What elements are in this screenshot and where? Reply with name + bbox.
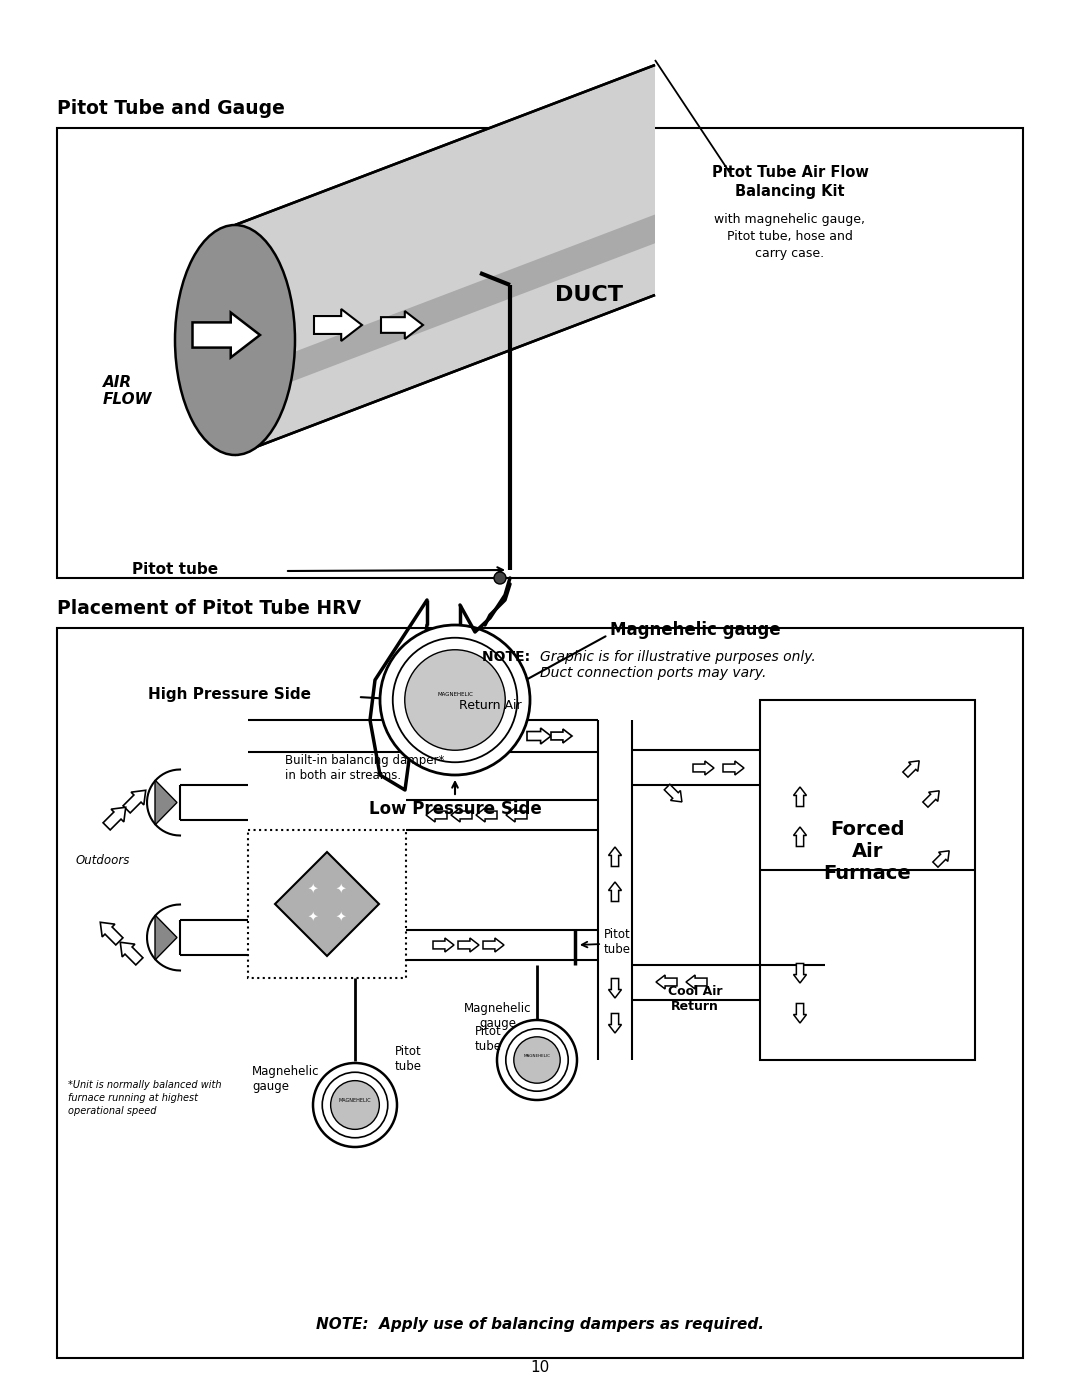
Circle shape [405, 650, 505, 750]
Text: Pitot
tube: Pitot tube [474, 1025, 501, 1053]
Text: NOTE:  Apply use of balancing dampers as required.: NOTE: Apply use of balancing dampers as … [316, 1317, 764, 1333]
Polygon shape [903, 761, 919, 777]
Polygon shape [794, 1003, 807, 1023]
Circle shape [313, 1063, 397, 1147]
Polygon shape [507, 807, 527, 821]
Circle shape [514, 1037, 561, 1083]
Text: Pitot tube: Pitot tube [132, 563, 218, 577]
Text: Return Air: Return Air [459, 698, 522, 712]
Polygon shape [656, 975, 677, 989]
Text: NOTE:: NOTE: [482, 650, 540, 664]
Text: Pitot Tube and Gauge: Pitot Tube and Gauge [57, 99, 285, 117]
Polygon shape [527, 728, 551, 745]
Polygon shape [608, 882, 621, 901]
Polygon shape [483, 937, 504, 951]
Polygon shape [476, 807, 497, 821]
Polygon shape [794, 787, 807, 806]
Text: Cool Air
Return: Cool Air Return [667, 985, 723, 1013]
Polygon shape [120, 942, 143, 965]
Text: ✦: ✦ [336, 883, 347, 897]
Bar [57, 129, 1023, 578]
Polygon shape [664, 784, 681, 802]
Polygon shape [608, 1013, 621, 1032]
Text: 10: 10 [530, 1361, 550, 1376]
Text: ✦: ✦ [308, 883, 319, 897]
Polygon shape [156, 915, 177, 960]
Text: Outdoors: Outdoors [76, 854, 131, 866]
Bar [760, 700, 975, 1060]
Circle shape [497, 1020, 577, 1099]
Text: DUCT: DUCT [555, 285, 623, 305]
Polygon shape [458, 937, 480, 951]
Polygon shape [314, 309, 362, 341]
Polygon shape [235, 66, 654, 455]
Polygon shape [100, 922, 123, 944]
Polygon shape [608, 847, 621, 866]
Bar [248, 830, 406, 978]
Polygon shape [433, 937, 454, 951]
Polygon shape [686, 975, 707, 989]
Text: AIR
FLOW: AIR FLOW [103, 374, 152, 408]
Text: Low Pressure Side: Low Pressure Side [368, 800, 541, 819]
Text: with magnehelic gauge,
Pitot tube, hose and
carry case.: with magnehelic gauge, Pitot tube, hose … [715, 212, 865, 260]
Polygon shape [123, 791, 146, 813]
Text: Magnehelic
gauge: Magnehelic gauge [464, 1002, 531, 1030]
Text: MAGNEHELIC: MAGNEHELIC [524, 1053, 551, 1058]
Circle shape [330, 1081, 379, 1129]
Text: *Unit is normally balanced with
furnace running at highest
operational speed: *Unit is normally balanced with furnace … [68, 1080, 221, 1116]
Text: MAGNEHELIC: MAGNEHELIC [339, 1098, 372, 1102]
Ellipse shape [175, 225, 295, 455]
Text: Placement of Pitot Tube HRV: Placement of Pitot Tube HRV [57, 599, 361, 617]
Text: Pitot
tube: Pitot tube [604, 928, 631, 956]
Polygon shape [551, 729, 572, 743]
Polygon shape [922, 791, 940, 807]
Text: ✦: ✦ [336, 911, 347, 925]
Text: Pitot Tube Air Flow
Balancing Kit: Pitot Tube Air Flow Balancing Kit [712, 165, 868, 198]
Polygon shape [235, 215, 654, 404]
Circle shape [322, 1073, 388, 1137]
Text: Magnehelic
gauge: Magnehelic gauge [252, 1065, 320, 1092]
Text: Forced
Air
Furnace: Forced Air Furnace [824, 820, 912, 883]
Polygon shape [794, 964, 807, 983]
Polygon shape [275, 852, 379, 956]
Polygon shape [794, 827, 807, 847]
Text: MAGNEHELIC: MAGNEHELIC [437, 693, 473, 697]
Text: Magnehelic gauge: Magnehelic gauge [610, 622, 781, 638]
Circle shape [380, 624, 530, 775]
Text: Graphic is for illustrative purposes only.
Duct connection ports may vary.: Graphic is for illustrative purposes onl… [540, 650, 815, 680]
Circle shape [505, 1028, 568, 1091]
Polygon shape [381, 312, 423, 339]
Polygon shape [608, 978, 621, 997]
Text: Pitot
tube: Pitot tube [395, 1045, 422, 1073]
Text: High Pressure Side: High Pressure Side [148, 687, 311, 703]
Polygon shape [693, 761, 714, 775]
Polygon shape [103, 807, 125, 830]
Bar [57, 629, 1023, 1358]
Polygon shape [192, 313, 260, 358]
Text: Built-in balancing damper*
in both air streams.: Built-in balancing damper* in both air s… [285, 754, 444, 782]
Text: ✦: ✦ [308, 911, 319, 925]
Circle shape [393, 638, 517, 763]
Circle shape [494, 571, 507, 584]
Polygon shape [933, 851, 949, 868]
Polygon shape [156, 780, 177, 826]
Polygon shape [426, 807, 447, 821]
Polygon shape [451, 807, 472, 821]
Polygon shape [723, 761, 744, 775]
